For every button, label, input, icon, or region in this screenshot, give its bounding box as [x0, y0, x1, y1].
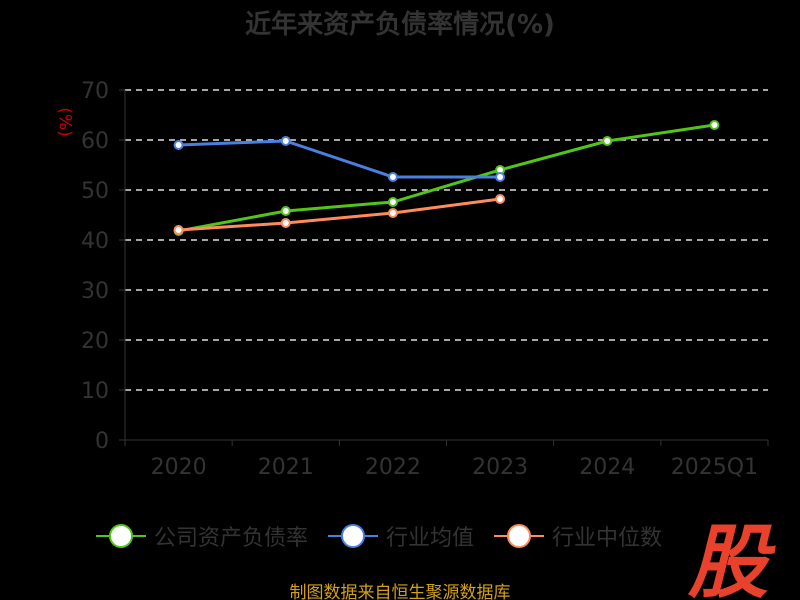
- data-point: [495, 194, 506, 204]
- series-line: [178, 197, 501, 232]
- y-tick-label: 10: [81, 379, 109, 404]
- legend-label: 行业中位数: [552, 526, 663, 551]
- y-tick-label: 40: [81, 229, 109, 254]
- x-tick-label: 2020: [151, 455, 207, 480]
- series-line: [178, 139, 501, 179]
- legend-label: 公司资产负债率: [154, 526, 309, 551]
- legend-item-company[interactable]: 公司资产负债率: [96, 520, 308, 552]
- data-point: [173, 225, 184, 235]
- y-tick-label: 30: [81, 279, 109, 304]
- data-point: [280, 206, 291, 216]
- logo: 股: [688, 516, 768, 600]
- x-tick-label: 2025Q1: [671, 455, 758, 480]
- legend-marker-icon: [96, 521, 146, 551]
- data-point: [280, 136, 291, 146]
- data-point: [709, 120, 720, 130]
- data-point: [495, 172, 506, 182]
- y-tick-label: 70: [81, 79, 109, 104]
- y-tick-label: 0: [95, 429, 109, 454]
- legend: 公司资产负债率 行业均值 行业中位数: [96, 520, 662, 552]
- data-point: [173, 140, 184, 150]
- x-tick-label: 2024: [579, 455, 635, 480]
- legend-item-industry-median[interactable]: 行业中位数: [494, 520, 662, 552]
- data-point: [387, 197, 398, 207]
- y-tick-label: 50: [81, 179, 109, 204]
- data-point: [387, 208, 398, 218]
- data-point: [387, 172, 398, 182]
- data-point: [280, 218, 291, 228]
- x-tick-label: 2021: [258, 455, 314, 480]
- legend-label: 行业均值: [386, 526, 475, 551]
- legend-marker-icon: [328, 521, 379, 551]
- data-point: [602, 136, 613, 146]
- y-tick-label: 60: [81, 129, 109, 154]
- source-note: 制图数据来自恒生聚源数据库: [289, 583, 511, 600]
- x-tick-label: 2023: [472, 455, 528, 480]
- legend-item-industry-avg[interactable]: 行业均值: [328, 520, 474, 552]
- legend-marker-icon: [494, 521, 545, 551]
- series-line: [178, 123, 715, 233]
- y-tick-label: 20: [81, 329, 109, 354]
- chart-title: 近年来资产负债率情况(%): [245, 10, 555, 40]
- x-tick-label: 2022: [365, 455, 421, 480]
